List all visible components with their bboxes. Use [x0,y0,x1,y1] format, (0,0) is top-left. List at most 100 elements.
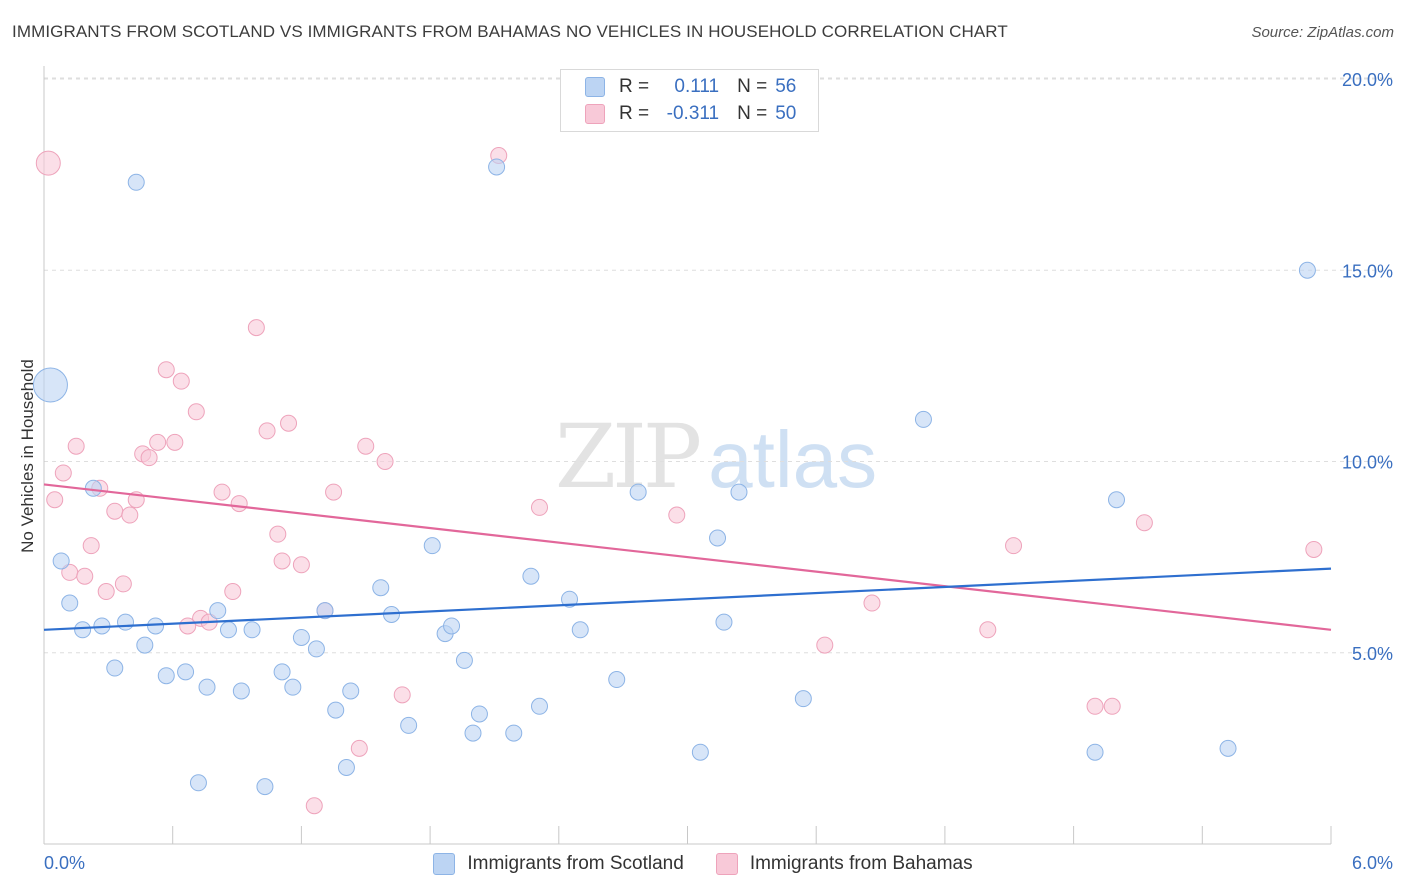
scotland-point [74,621,92,639]
n-value: 56 [775,76,797,97]
bahamas-point [140,449,158,467]
bahamas-point [530,498,548,516]
bahamas-point [213,483,231,501]
n-label: N = [737,103,768,124]
bahamas-point [114,575,132,593]
scotland-point [189,774,207,792]
y-tick-label: 15.0% [1342,261,1393,281]
scotland-point [32,367,68,403]
r-label: R = [619,103,650,124]
scotland-point [232,682,250,700]
scotland-point [400,716,418,734]
bahamas-point [166,433,184,451]
bahamas-point [121,506,139,524]
series-legend: Immigrants from Scotland Immigrants from… [0,851,1406,877]
scotland-point [464,724,482,742]
scotland-point [914,410,932,428]
bahamas-point [1135,514,1153,532]
scotland-point [273,663,291,681]
scotland-point [307,640,325,658]
bahamas-point [273,552,291,570]
tick-labels: 5.0% 10.0% 15.0% 20.0% 0.0% 6.0% [44,70,1393,873]
scotland-point [571,621,589,639]
y-axis-label: No Vehicles in Household [18,359,37,553]
bahamas-point [247,319,265,337]
scotland-point [709,529,727,547]
x-tick-label: 0.0% [44,853,85,873]
scotland-point [372,579,390,597]
y-tick-label: 10.0% [1342,453,1393,473]
bahamas-point [280,414,298,432]
scotland-point [177,663,195,681]
bahamas-point [46,491,64,509]
bahamas-point [357,437,375,455]
bahamas-points [35,147,1323,815]
scotland-point [1108,491,1125,509]
scotland-point [470,705,488,723]
scotland-point [505,724,523,742]
scotland-point [691,743,709,761]
x-tick-label: 6.0% [1352,853,1393,873]
chart-title: IMMIGRANTS FROM SCOTLAND VS IMMIGRANTS F… [12,22,1008,41]
bahamas-point [172,372,190,390]
scotland-point [117,613,135,631]
bahamas-point [816,636,834,654]
bahamas-swatch [715,853,738,875]
bahamas-point [82,537,100,555]
scotland-point [147,617,165,635]
r-value: -0.311 [666,103,720,124]
legend-row-bahamas: R = -0.311 N = 50 [585,102,796,126]
scotland-point [284,678,302,696]
source-label: Source: ZipAtlas.com [1251,24,1394,41]
correlation-legend: R = 0.111 N = 56 R = -0.311 N = 50 [560,69,819,132]
scotland-point [794,690,812,708]
legend-item-bahamas: Immigrants from Bahamas [715,853,973,875]
legend-row-scotland: R = 0.111 N = 56 [585,75,796,99]
watermark-zip: ZIP [555,405,702,508]
bahamas-point [979,621,997,639]
bahamas-point [35,150,61,176]
bahamas-point [393,686,411,704]
scotland-point [198,678,216,696]
bahamas-point [157,361,175,379]
scotland-point [342,682,360,700]
scotland-point [327,701,345,719]
r-label: R = [619,76,650,97]
bahamas-point [149,433,167,451]
scotland-point [337,759,355,776]
scotland-point [561,590,579,608]
bahamas-point [187,403,205,421]
scotland-point [157,667,175,685]
scotland-point [1086,743,1104,761]
scotland-point [52,552,70,570]
n-value: 50 [775,103,797,124]
bahamas-point [325,483,343,501]
bahamas-point [67,437,85,455]
legend-label: Immigrants from Scotland [467,853,684,874]
scotland-point [106,659,124,677]
scotland-point [136,636,154,654]
scotland-point [530,697,548,715]
scotland-point [488,158,506,176]
scotland-point [292,628,310,646]
scotland-point [423,537,441,555]
bahamas-point [305,797,323,815]
scotland-point [443,617,461,635]
scotland-point [608,671,626,689]
bahamas-point [1103,697,1121,715]
bahamas-trend-line [43,483,1332,631]
y-tick-label: 5.0% [1352,644,1393,664]
scotland-point [1219,739,1237,757]
scotland-point [61,594,79,612]
scotland-point [316,602,334,620]
scotland-trend-line [43,567,1332,631]
scotland-swatch [433,853,456,875]
gridlines [44,77,1392,654]
bahamas-point [350,739,368,757]
scotland-point [522,567,540,585]
bahamas-point [258,422,276,440]
trend-lines [43,483,1332,631]
scotland-point [127,173,145,191]
bahamas-point [376,453,394,470]
